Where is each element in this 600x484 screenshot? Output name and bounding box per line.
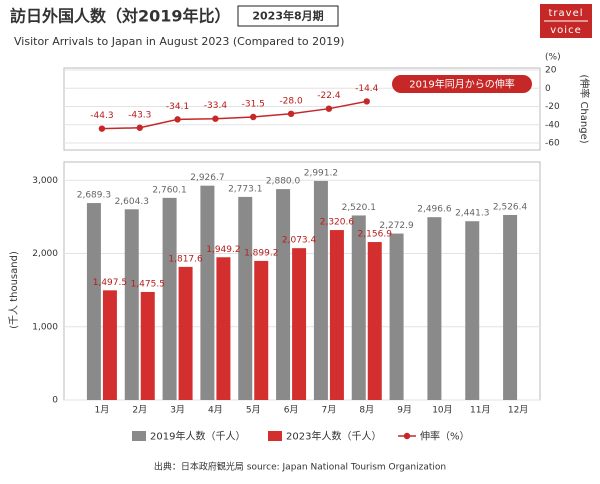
value-label: -44.3: [90, 111, 113, 121]
point: [363, 98, 370, 105]
value-label: 2,773.1: [228, 184, 262, 194]
bar: [292, 248, 307, 400]
annotation-box: [392, 75, 532, 93]
y2-tick-label: 20: [545, 66, 557, 76]
point: [98, 125, 106, 132]
value-label: -14.4: [355, 84, 379, 94]
bar: [389, 233, 404, 400]
badge-box: [237, 5, 339, 27]
bar: [329, 230, 344, 400]
line-panel: [63, 67, 541, 151]
y-tick-label: 0: [52, 396, 58, 406]
value-label: 2,320.6: [320, 218, 355, 228]
bar: [313, 180, 328, 400]
y-label: (千人 thousand): [8, 251, 20, 329]
point: [287, 110, 295, 118]
value-label: 1,949.2: [206, 245, 240, 255]
value-label: -43.3: [128, 110, 151, 120]
source: 出典：日本政府観光局 source: Japan National Touris…: [154, 461, 446, 473]
value-label: 2,526.4: [493, 202, 528, 212]
bar: [124, 209, 139, 400]
x-tick-label: 2月: [132, 405, 147, 416]
x-tick-label: 9月: [397, 405, 412, 416]
value-label: 1,899.2: [244, 248, 278, 258]
line: [101, 100, 367, 130]
x-tick-label: 6月: [284, 405, 299, 416]
x-tick-label: 3月: [170, 405, 185, 416]
legend-label: 伸率（%）: [420, 430, 470, 443]
value-label: -34.1: [166, 102, 189, 112]
point: [212, 115, 219, 122]
bar: [503, 214, 518, 400]
x-tick-label: 4月: [208, 405, 223, 416]
value-label: 2,073.4: [282, 236, 317, 246]
title: 訪日外国人数（対2019年比）: [10, 7, 231, 26]
x-tick-label: 8月: [359, 405, 374, 416]
legend-label: 2023年人数（千人）: [286, 430, 381, 443]
value-label: -31.5: [242, 99, 265, 109]
value-label: 2,880.0: [266, 177, 301, 187]
value-label: 2,604.3: [115, 197, 149, 207]
bar: [367, 242, 382, 400]
legend-label: 2019年人数（千人）: [150, 430, 245, 443]
y-tick-label: 2,000: [32, 249, 58, 259]
x-tick-label: 7月: [322, 405, 337, 416]
bar: [276, 189, 291, 400]
bar: [427, 217, 442, 400]
legend-swatch: [132, 431, 146, 441]
value-label: -33.4: [204, 101, 228, 111]
value-label: 1,475.5: [131, 279, 165, 289]
y2-unit: (%): [545, 53, 561, 63]
point: [325, 105, 333, 112]
y2-tick-label: -20: [545, 102, 560, 112]
value-label: -28.0: [279, 96, 303, 106]
y2-tick-label: -60: [545, 139, 560, 149]
value-label: 2,520.1: [342, 203, 376, 213]
bar: [162, 197, 177, 400]
annotation: 2019年同月からの伸率: [409, 78, 514, 91]
legend-marker: [403, 432, 411, 440]
value-label: 2,926.7: [190, 173, 224, 183]
y-tick-label: 3,000: [32, 176, 58, 186]
x-tick-label: 10月: [432, 405, 452, 416]
value-label: 1,817.6: [168, 254, 203, 264]
point: [136, 124, 143, 131]
bar: [86, 203, 101, 400]
bar: [178, 266, 193, 400]
value-label: 2,496.6: [417, 205, 452, 215]
logo: voice: [550, 25, 581, 36]
y2-label: (伸率 Change): [578, 74, 591, 143]
y2-tick-label: -40: [545, 120, 560, 130]
point: [250, 113, 257, 121]
point: [174, 116, 181, 123]
bar: [216, 257, 231, 400]
bar: [200, 185, 215, 400]
bar: [238, 196, 253, 400]
x-tick-label: 5月: [246, 405, 261, 416]
subtitle: Visitor Arrivals to Japan in August 2023…: [14, 35, 344, 48]
value-label: 2,760.1: [152, 185, 186, 195]
value-label: -22.4: [317, 91, 341, 101]
bar: [102, 290, 117, 400]
y2-tick-label: 0: [545, 84, 551, 94]
value-label: 1,497.5: [93, 278, 127, 288]
value-label: 2,441.3: [455, 209, 489, 219]
legend-swatch: [268, 431, 282, 441]
logo: travel: [548, 8, 583, 19]
x-tick-label: 1月: [95, 405, 110, 416]
value-label: 2,156.9: [358, 230, 393, 240]
bar: [254, 260, 269, 400]
bar: [465, 221, 480, 400]
badge: 2023年8月期: [252, 9, 323, 23]
value-label: 2,689.3: [77, 191, 111, 201]
value-label: 2,991.2: [304, 168, 338, 178]
bar: [140, 291, 155, 400]
x-tick-label: 12月: [508, 405, 528, 416]
bar: [351, 215, 366, 400]
y-tick-label: 1,000: [32, 322, 58, 332]
x-tick-label: 11月: [470, 405, 490, 416]
value-label: 2,272.9: [379, 221, 414, 231]
